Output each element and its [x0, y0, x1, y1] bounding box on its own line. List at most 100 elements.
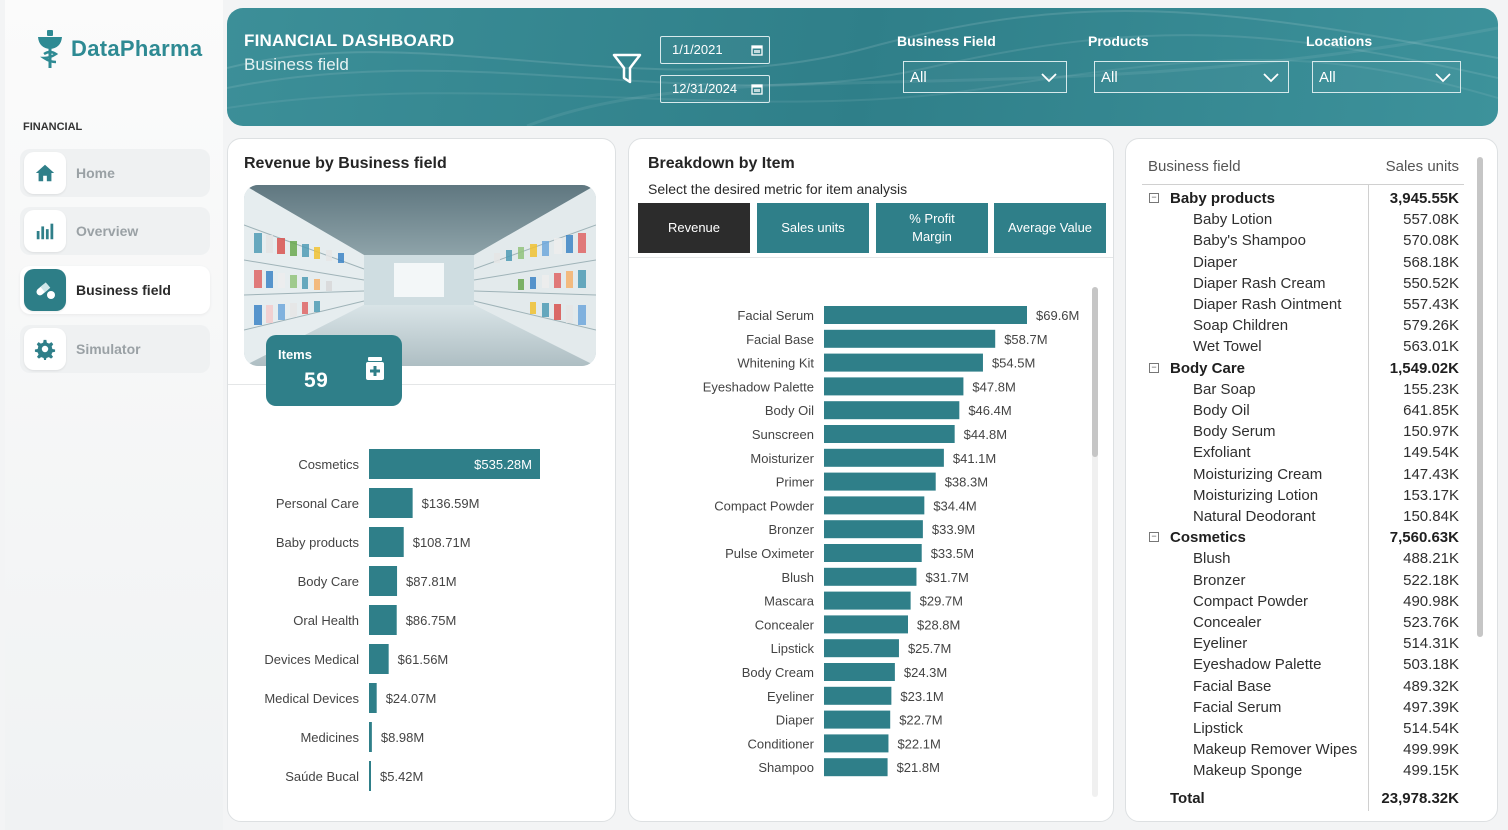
- business-field-dropdown[interactable]: All: [903, 61, 1067, 93]
- chart-scrollbar-thumb[interactable]: [1092, 287, 1098, 457]
- bar: [824, 639, 899, 658]
- breakdown-card-subtitle: Select the desired metric for item analy…: [648, 181, 908, 197]
- category-label: Devices Medical: [264, 652, 359, 667]
- revenue-by-business-field-card: Revenue by Business field: [227, 138, 616, 822]
- table-group-row[interactable]: − Baby products 3,945.55K: [1126, 189, 1497, 210]
- row-value: 149.54K: [1403, 444, 1459, 462]
- row-value: 557.43K: [1403, 296, 1459, 313]
- row-name: Baby Lotion: [1193, 211, 1273, 229]
- app-name: DataPharma: [71, 36, 203, 61]
- table-group-row[interactable]: − Cosmetics 7,560.63K: [1126, 528, 1497, 549]
- bar: [824, 377, 964, 396]
- nav-item-overview[interactable]: Overview: [20, 207, 210, 255]
- table-column-divider: [1368, 185, 1369, 811]
- row-value: 1,549.02K: [1389, 359, 1459, 377]
- row-name: Facial Base: [1193, 677, 1272, 695]
- row-value: 579.26K: [1403, 317, 1459, 335]
- row-name: Lipstick: [1193, 720, 1244, 737]
- table-scrollbar-thumb[interactable]: [1477, 157, 1483, 637]
- category-label: Facial Base: [746, 332, 814, 347]
- row-name: Wet Towel: [1193, 338, 1262, 356]
- nav-item-business-field[interactable]: Business field: [20, 266, 210, 314]
- items-kpi-badge: Items 59: [266, 335, 402, 406]
- data-label: $33.9M: [932, 522, 975, 537]
- table-row: Diaper Rash Ointment 557.43K: [1126, 295, 1497, 316]
- total-value: 23,978.32K: [1381, 790, 1459, 807]
- data-label: $69.6M: [1036, 308, 1079, 323]
- locations-dropdown[interactable]: All: [1312, 61, 1461, 93]
- table-row: Diaper 568.18K: [1126, 253, 1497, 274]
- tab-sales-units[interactable]: Sales units: [757, 203, 869, 253]
- nav-item-home[interactable]: Home: [20, 149, 210, 197]
- calendar-icon[interactable]: [751, 44, 763, 56]
- bar: [369, 605, 397, 635]
- collapse-toggle-icon[interactable]: −: [1149, 532, 1159, 543]
- category-label: Pulse Oximeter: [725, 546, 815, 561]
- bar: [824, 686, 892, 705]
- bar: [824, 591, 911, 610]
- row-name: Compact Powder: [1193, 592, 1309, 610]
- collapse-toggle-icon[interactable]: −: [1149, 193, 1159, 203]
- table-row: Baby's Shampoo 570.08K: [1126, 231, 1497, 252]
- row-value: 490.98K: [1403, 592, 1459, 610]
- row-name: Natural Deodorant: [1193, 508, 1316, 525]
- category-label: Body Oil: [765, 403, 814, 418]
- row-value: 570.08K: [1403, 232, 1459, 250]
- data-label: $25.7M: [908, 641, 951, 656]
- table-header-divider: [1142, 184, 1464, 185]
- category-label: Personal Care: [276, 496, 359, 511]
- category-label: Bronzer: [768, 522, 814, 537]
- category-label: Medicines: [300, 730, 359, 745]
- locations-filter-label: Locations: [1306, 33, 1373, 49]
- bar: [824, 353, 983, 372]
- filter-icon[interactable]: [612, 52, 642, 86]
- table-group-row[interactable]: − Body Care 1,549.02K: [1126, 359, 1497, 380]
- calendar-icon[interactable]: [751, 83, 763, 95]
- bar: [824, 306, 1027, 324]
- category-label: Blush: [781, 570, 814, 585]
- bar: [369, 566, 398, 596]
- start-date-input[interactable]: 1/1/2021: [660, 36, 770, 64]
- row-value: 150.97K: [1403, 423, 1459, 441]
- row-name: Bronzer: [1193, 571, 1246, 589]
- chart-scrollbar-track[interactable]: [1092, 287, 1098, 797]
- gear-icon: [24, 328, 66, 370]
- row-name: Blush: [1193, 550, 1231, 568]
- sales-units-table-card: Business field Sales units − Baby product…: [1125, 138, 1498, 822]
- tab-average-value[interactable]: Average Value: [994, 203, 1106, 253]
- row-value: 641.85K: [1403, 402, 1459, 419]
- bar: [824, 758, 888, 777]
- row-name: Baby products: [1170, 190, 1276, 207]
- card-divider: [228, 384, 615, 385]
- collapse-toggle-icon[interactable]: −: [1149, 362, 1159, 373]
- row-value: 523.76K: [1403, 614, 1459, 631]
- bar: [369, 644, 389, 674]
- row-value: 150.84K: [1403, 508, 1459, 525]
- products-dropdown[interactable]: All: [1094, 61, 1289, 93]
- bar: [824, 448, 944, 467]
- data-label: $33.5M: [931, 546, 974, 561]
- bar: [369, 761, 371, 791]
- bar: [824, 710, 891, 729]
- end-date-input[interactable]: 12/31/2024: [660, 75, 770, 103]
- row-value: 489.32K: [1403, 677, 1459, 695]
- table-header-business-field[interactable]: Business field: [1148, 158, 1241, 175]
- row-name: Diaper Rash Cream: [1193, 274, 1326, 292]
- row-value: 514.31K: [1403, 635, 1459, 653]
- category-label: Shampoo: [758, 760, 814, 775]
- table-header-sales-units[interactable]: Sales units: [1385, 158, 1459, 175]
- category-label: Diaper: [776, 713, 815, 728]
- tab-revenue[interactable]: Revenue: [638, 203, 750, 253]
- row-name: Baby's Shampoo: [1193, 232, 1306, 250]
- nav-item-simulator[interactable]: Simulator: [20, 325, 210, 373]
- table-row: Diaper Rash Cream 550.52K: [1126, 274, 1497, 295]
- table-row: Lipstick 514.54K: [1126, 719, 1497, 740]
- row-value: 3,945.55K: [1389, 190, 1459, 207]
- data-label: $24.3M: [904, 665, 947, 680]
- tab-profit-margin[interactable]: % Profit Margin: [876, 203, 988, 253]
- data-label: $34.4M: [933, 498, 976, 513]
- pills-icon: [24, 269, 66, 311]
- category-label: Mascara: [764, 594, 815, 609]
- data-label: $54.5M: [992, 356, 1035, 371]
- row-name: Diaper: [1193, 253, 1238, 271]
